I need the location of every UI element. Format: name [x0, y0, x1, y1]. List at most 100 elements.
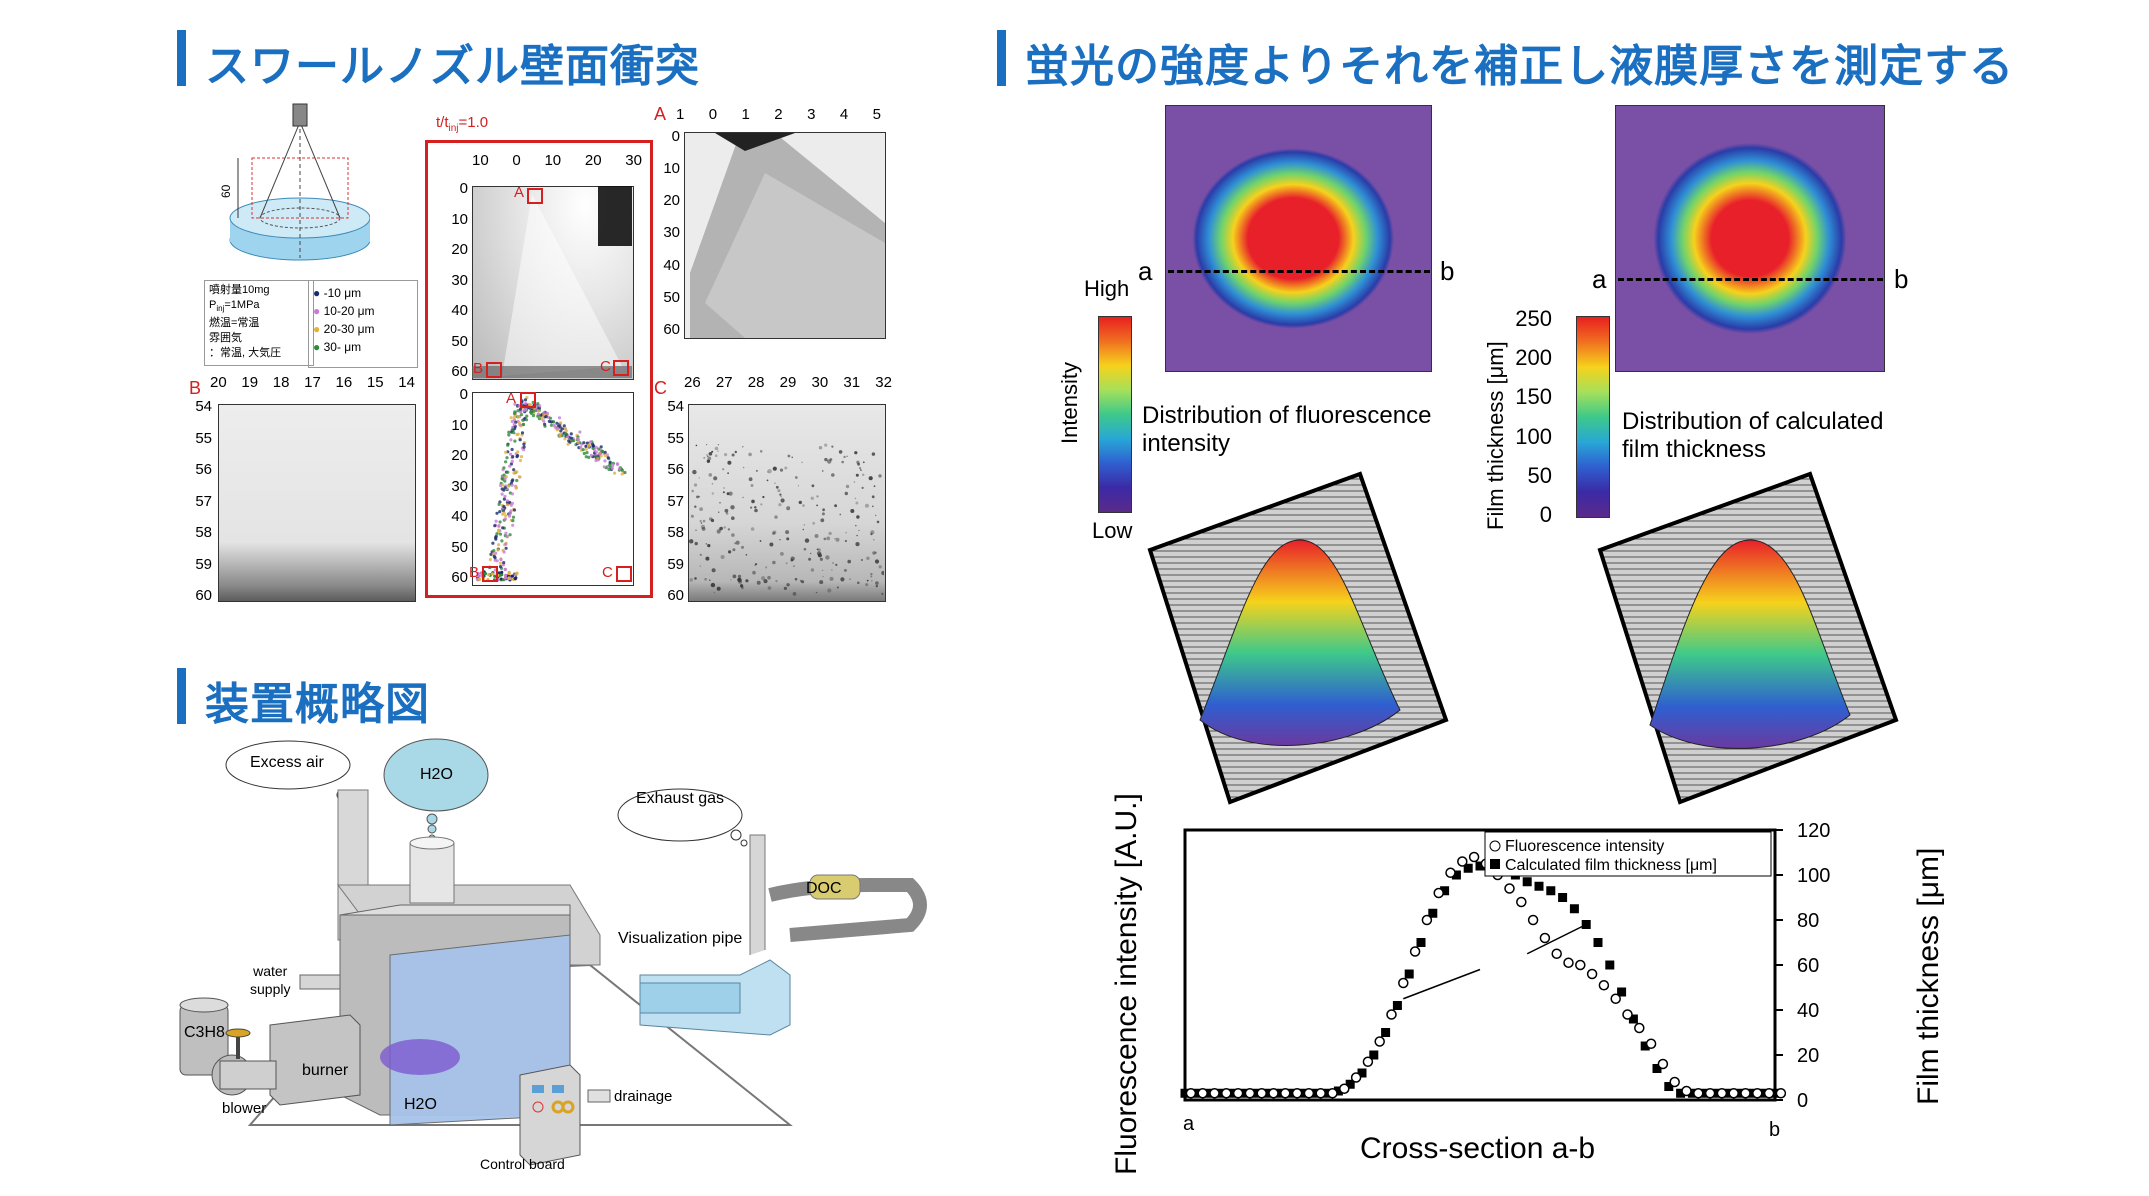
- droplet-point: [695, 444, 698, 447]
- droplet-point: [552, 423, 556, 427]
- droplet-point: [745, 554, 748, 556]
- section-bar: [177, 668, 186, 724]
- droplet-point: [870, 530, 875, 535]
- droplet-point: [497, 543, 501, 547]
- droplet-point: [511, 519, 515, 523]
- droplet-point: [510, 574, 514, 578]
- droplet-point: [748, 452, 752, 457]
- droplet-point: [816, 504, 818, 507]
- droplet-point: [510, 447, 514, 452]
- label-burner: burner: [302, 1062, 349, 1079]
- droplet-point: [498, 561, 502, 565]
- droplet-point: [510, 459, 514, 464]
- droplet-point: [516, 409, 520, 413]
- film-thickness-point: [1392, 1001, 1402, 1010]
- droplet-point: [767, 575, 771, 580]
- droplet-point: [557, 416, 562, 420]
- panel-c-xticks: 26 27 28 29 30 31 32: [684, 374, 892, 391]
- droplet-point: [710, 582, 716, 588]
- droplet-point: [509, 462, 513, 466]
- film-thickness-point: [1204, 1088, 1214, 1098]
- droplet-point: [483, 572, 487, 576]
- droplet-point: [816, 495, 819, 498]
- droplet-point: [515, 455, 519, 459]
- fluorescence-point: [1398, 977, 1409, 989]
- droplet-point: [723, 526, 726, 529]
- droplet-point: [606, 456, 610, 460]
- droplet-point: [824, 443, 828, 447]
- droplet-point: [509, 509, 513, 513]
- droplet-point: [517, 475, 522, 479]
- droplet-point: [849, 578, 851, 581]
- droplet-point: [759, 540, 762, 542]
- droplet-point: [826, 536, 831, 541]
- droplet-point: [594, 446, 599, 450]
- droplet-point: [698, 495, 701, 498]
- droplet-point: [495, 559, 499, 563]
- film-ticks: 250 200 150 100 50 0: [1515, 306, 1552, 527]
- droplet-point: [566, 442, 570, 446]
- droplet-point: [802, 528, 805, 531]
- fluorescence-point: [1539, 932, 1551, 944]
- droplet-point: [562, 424, 566, 428]
- droplet-point: [531, 414, 536, 418]
- droplet-point: [750, 484, 754, 487]
- droplet-point: [797, 485, 800, 487]
- droplet-point: [507, 576, 511, 580]
- droplet-point: [615, 462, 619, 466]
- fluorescence-point: [1563, 957, 1574, 968]
- droplet-point: [689, 578, 693, 582]
- droplet-point: [735, 540, 740, 545]
- droplet-point: [742, 496, 744, 499]
- panel-a-image: [684, 132, 886, 339]
- droplet-point: [515, 571, 519, 575]
- droplet-point: [555, 421, 559, 425]
- droplet-point: [820, 518, 825, 523]
- fluorescence-point: [1339, 1083, 1350, 1094]
- droplet-point: [508, 533, 512, 537]
- cond-fuel-temp: 燃温=常温: [209, 317, 260, 330]
- droplet-point: [531, 400, 535, 404]
- droplet-point: [719, 526, 724, 531]
- droplet-point: [504, 542, 508, 546]
- droplet-point: [505, 499, 509, 503]
- droplet-point: [750, 527, 755, 531]
- droplet-point: [504, 531, 508, 535]
- droplet-point: [560, 427, 564, 431]
- droplet-point: [846, 455, 848, 457]
- fluorescence-point: [1185, 1088, 1197, 1099]
- droplet-point: [727, 472, 729, 475]
- droplet-point: [491, 572, 495, 576]
- droplet-point: [802, 504, 805, 507]
- cond-injection: 噴射量10mg: [209, 284, 270, 296]
- droplet-point: [539, 413, 543, 417]
- film-thickness-point: [1558, 893, 1568, 902]
- droplet-point: [512, 468, 516, 472]
- fluorescence-point: [1740, 1088, 1751, 1099]
- droplet-point: [839, 513, 842, 516]
- film-axis-label: Film thickness [μm]: [1483, 341, 1508, 530]
- droplet-point: [506, 443, 510, 447]
- panel-b-label: B: [189, 378, 202, 398]
- legend-item: ● -10 μm: [313, 286, 362, 300]
- droplet-point: [853, 481, 856, 483]
- film-thickness-point: [1534, 881, 1544, 891]
- marker-b-bottom: [482, 566, 498, 582]
- droplet-point: [870, 575, 873, 578]
- droplet-point: [617, 467, 622, 471]
- section-title-apparatus: 装置概略図: [205, 679, 430, 730]
- droplet-point: [876, 520, 880, 524]
- droplet-point: [699, 507, 703, 511]
- droplet-point: [584, 455, 588, 459]
- droplet-point: [504, 546, 508, 550]
- droplet-point: [708, 452, 713, 456]
- section-title-film: 蛍光の強度よりそれを補正し液膜厚さを測定する: [1025, 41, 2015, 92]
- droplet-point: [834, 538, 836, 540]
- droplet-point: [695, 529, 697, 531]
- droplet-point: [718, 511, 720, 513]
- droplet-point: [487, 573, 491, 577]
- droplet-point: [702, 519, 706, 523]
- droplet-point: [543, 422, 547, 426]
- droplet-point: [569, 436, 573, 440]
- film-thickness-point: [1357, 1068, 1367, 1078]
